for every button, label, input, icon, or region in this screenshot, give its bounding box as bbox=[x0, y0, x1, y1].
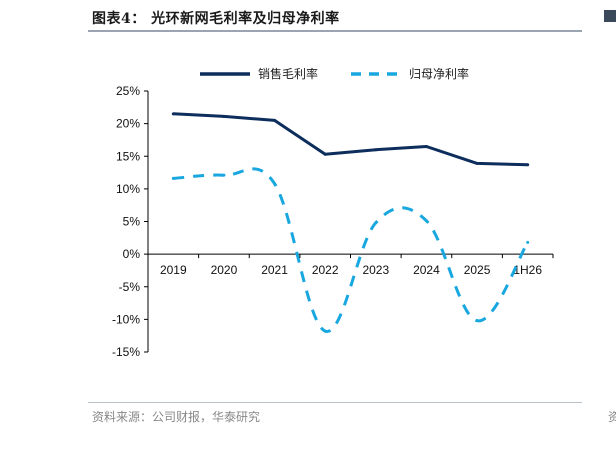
data-point-2 bbox=[475, 319, 479, 323]
x-tick-label: 2020 bbox=[211, 263, 238, 277]
chart-area: 销售毛利率 归母净利率 25% 20% 15% 10% 5% 0% -5% -10% -15% 201… bbox=[88, 60, 582, 380]
series-line-2 bbox=[173, 167, 529, 333]
y-tick-label: 10% bbox=[116, 182, 140, 196]
source-note: 资料来源：公司财报，华泰研究 bbox=[92, 410, 261, 424]
data-point-2 bbox=[171, 176, 175, 180]
y-tick-label: -5% bbox=[119, 280, 141, 294]
right-column-fragment: 资 bbox=[608, 410, 616, 424]
x-tick-label: 2025 bbox=[464, 263, 491, 277]
y-tick-label: -15% bbox=[112, 345, 140, 359]
data-point-2 bbox=[323, 329, 327, 333]
data-point-2 bbox=[526, 240, 530, 244]
data-point-1 bbox=[273, 118, 277, 122]
x-tick-label: 1H26 bbox=[513, 263, 542, 277]
data-point-2 bbox=[222, 173, 226, 177]
y-tick-label: 5% bbox=[123, 215, 141, 229]
data-point-2 bbox=[273, 182, 277, 186]
x-tick-label: 2024 bbox=[413, 263, 440, 277]
y-tick-label: 20% bbox=[116, 117, 140, 131]
data-point-1 bbox=[424, 144, 428, 148]
x-tick-label: 2023 bbox=[362, 263, 389, 277]
y-tick-label: 0% bbox=[123, 247, 141, 261]
source-divider bbox=[88, 402, 582, 403]
data-point-2 bbox=[424, 219, 428, 223]
x-tick-label: 2019 bbox=[160, 263, 187, 277]
data-point-1 bbox=[374, 148, 378, 152]
series-line-1 bbox=[173, 112, 528, 167]
title-bar: 图表4： 光环新网毛利率及归母净利率 bbox=[88, 0, 582, 32]
legend-label-2: 归母净利率 bbox=[409, 66, 469, 81]
y-tick-label: 25% bbox=[116, 84, 140, 98]
data-point-1 bbox=[526, 163, 530, 167]
x-tick-label: 2021 bbox=[261, 263, 288, 277]
y-tick-label: -10% bbox=[112, 312, 140, 326]
legend-label-1: 销售毛利率 bbox=[258, 66, 318, 81]
data-point-1 bbox=[475, 161, 479, 165]
page-edge-marker bbox=[604, 10, 616, 22]
line-chart: 销售毛利率 归母净利率 25% 20% 15% 10% 5% 0% -5% -10% -15% 201… bbox=[112, 66, 554, 359]
data-point-1 bbox=[323, 152, 327, 156]
data-point-1 bbox=[222, 114, 226, 118]
x-tick-label: 2022 bbox=[312, 263, 339, 277]
chart-title: 图表4： 光环新网毛利率及归母净利率 bbox=[92, 11, 340, 27]
data-point-1 bbox=[171, 112, 175, 116]
y-tick-label: 15% bbox=[116, 149, 140, 163]
data-point-2 bbox=[374, 221, 378, 225]
